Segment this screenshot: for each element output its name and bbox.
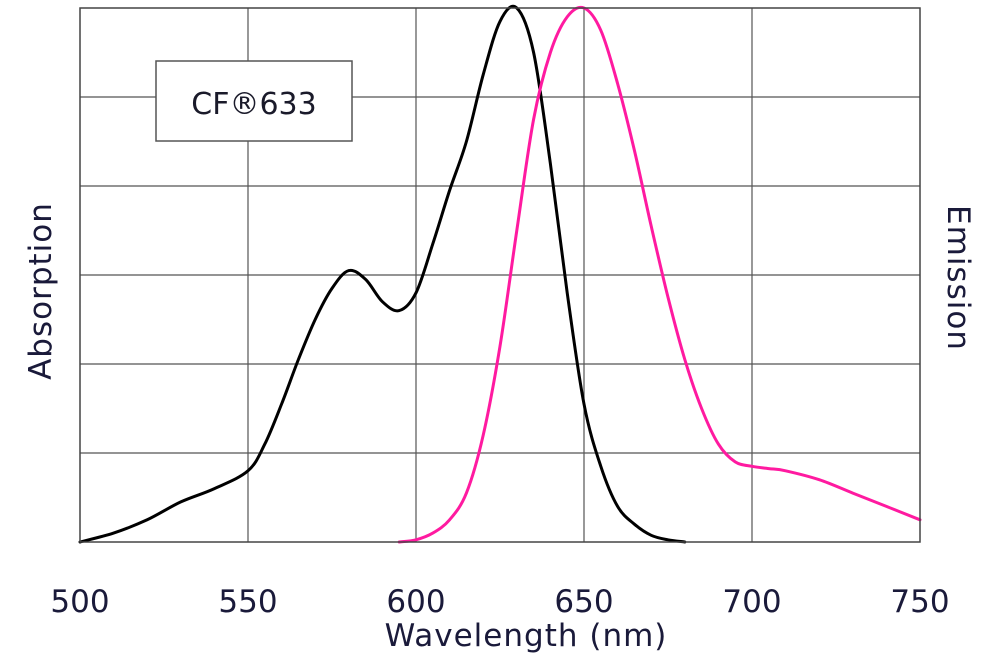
x-axis-title: Wavelength (nm): [385, 618, 668, 654]
series-line-absorption: [78, 4, 687, 544]
plot-frame: [79, 7, 921, 543]
series-layer: [78, 4, 922, 544]
series-line-emission: [397, 5, 922, 544]
chart-title: CF®633: [191, 87, 316, 122]
x-tick-label: 750: [890, 584, 949, 620]
x-tick-label: 600: [386, 584, 445, 620]
y-axis-title-right: Emission: [940, 205, 976, 351]
x-tick-label: 650: [554, 584, 613, 620]
x-tick-label: 700: [722, 584, 781, 620]
title-box: [155, 60, 353, 142]
title-badge: CF®633: [155, 60, 353, 142]
x-tick-label: 500: [50, 584, 109, 620]
y-axis-title-left: Absorption: [23, 202, 59, 380]
x-tick-label: 550: [218, 584, 277, 620]
plot-border: [79, 7, 921, 543]
x-tick-labels: 500 550 600 650 700 750: [50, 584, 949, 620]
